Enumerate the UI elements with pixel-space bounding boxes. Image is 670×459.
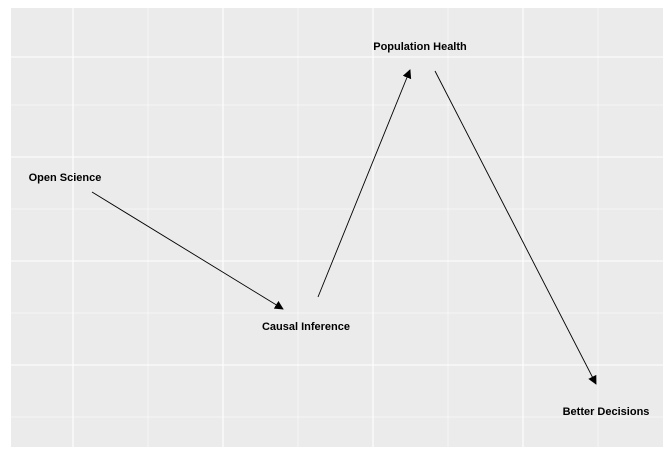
grid xyxy=(11,8,663,447)
edge-population-health-to-better-decisions xyxy=(434,70,597,385)
plot-panel xyxy=(11,8,663,447)
node-causal-inference: Causal Inference xyxy=(262,321,350,333)
edge-open-science-to-causal-inference xyxy=(91,191,284,310)
nodes: Open Science Causal Inference Population… xyxy=(29,41,650,418)
edge-causal-inference-to-population-health xyxy=(317,69,412,298)
edges xyxy=(91,69,597,385)
node-open-science: Open Science xyxy=(29,172,102,184)
node-population-health: Population Health xyxy=(373,41,467,53)
node-better-decisions: Better Decisions xyxy=(563,406,650,418)
